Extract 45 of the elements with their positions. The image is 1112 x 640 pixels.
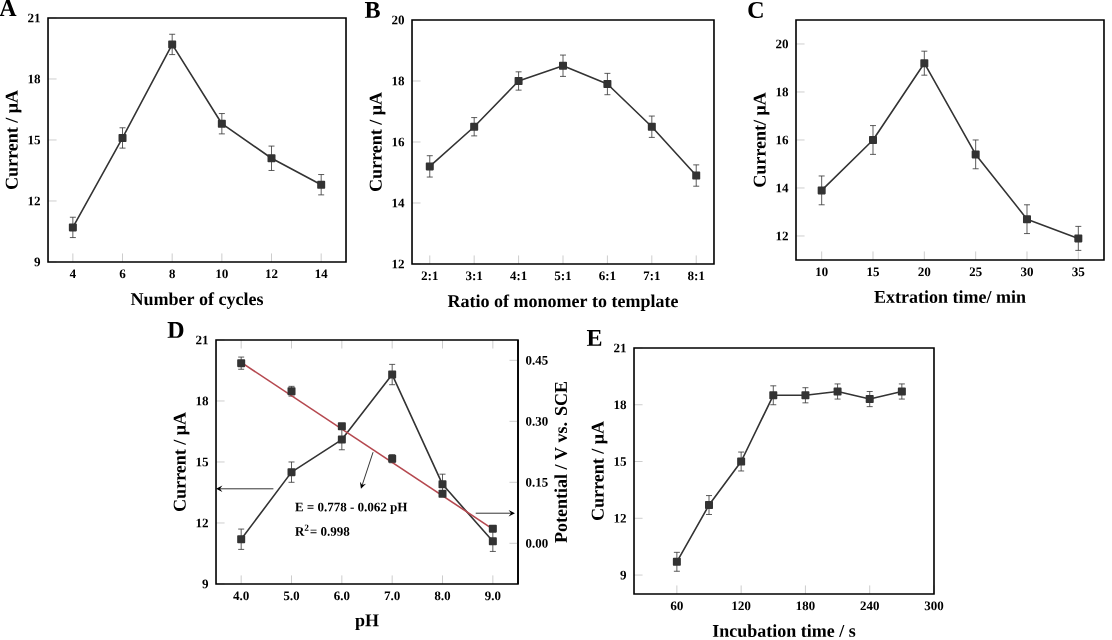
point — [118, 133, 127, 142]
point — [869, 135, 877, 144]
point — [217, 119, 226, 128]
y-axis-title: Current / μA — [591, 421, 608, 521]
y-axis-title: Current / μA — [173, 412, 190, 512]
chart-title: D — [167, 322, 184, 338]
point — [971, 150, 980, 159]
chart-title: A — [0, 0, 17, 16]
point — [388, 370, 397, 379]
x-axis-title: Number of cycles — [130, 292, 264, 309]
x-axis-title: Incubation time / s — [712, 624, 856, 638]
x-axis-title: Extration time/ min — [874, 290, 1026, 304]
point — [603, 80, 612, 89]
y2-axis-title: Potential / V vs. SCE — [554, 381, 568, 543]
point — [168, 40, 177, 49]
y-axis-title: Current / μA — [5, 90, 22, 190]
point — [425, 162, 434, 171]
point — [559, 61, 567, 70]
point — [737, 457, 746, 466]
point — [705, 501, 714, 510]
chart-title: C — [748, 1, 763, 19]
point — [317, 180, 326, 189]
point — [470, 122, 479, 131]
point — [488, 537, 497, 546]
point — [817, 186, 826, 195]
chart-title: E — [586, 330, 602, 346]
point — [514, 76, 523, 85]
chart-title: B — [364, 2, 380, 18]
y-axis-title: Current/ μA — [753, 92, 770, 187]
point — [647, 122, 656, 131]
point — [1074, 234, 1083, 243]
point — [237, 535, 246, 544]
point — [438, 480, 447, 489]
point — [920, 59, 929, 68]
point — [672, 557, 681, 566]
point — [68, 223, 77, 232]
point — [287, 468, 296, 477]
x-axis-title: pH — [355, 614, 379, 631]
x-axis-title: Ratio of monomer to template — [447, 294, 678, 311]
point — [692, 171, 701, 180]
point — [267, 154, 276, 163]
point — [1022, 215, 1031, 224]
point — [337, 435, 346, 444]
point — [769, 391, 778, 400]
y-axis-title: Current / μA — [369, 92, 386, 192]
